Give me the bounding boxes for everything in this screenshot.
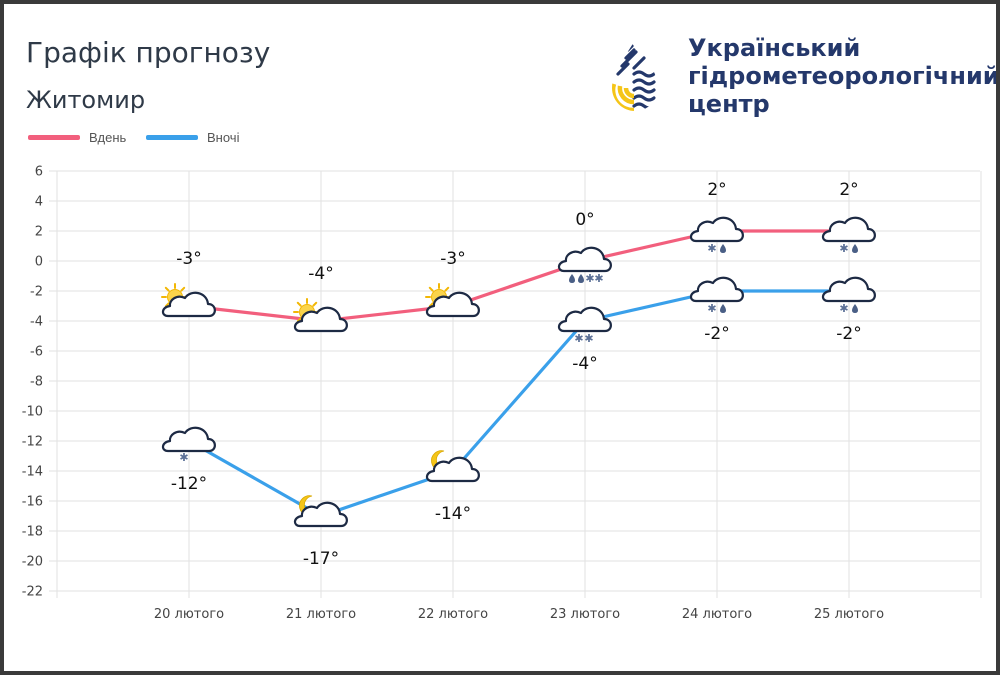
svg-text:✱: ✱ xyxy=(585,272,594,285)
y-tick-label: -22 xyxy=(22,585,43,600)
cloud-snow-rain-icon: ✱ xyxy=(689,276,744,315)
y-tick-label: 0 xyxy=(35,255,43,270)
sun-cloud-icon xyxy=(425,283,480,318)
y-tick-label: -10 xyxy=(22,405,43,420)
y-tick-label: 6 xyxy=(35,165,43,180)
temperature-label-day: 0° xyxy=(575,210,594,230)
x-tick-label: 22 лютого xyxy=(418,607,488,622)
y-tick-label: -8 xyxy=(30,375,43,390)
x-tick-label: 24 лютого xyxy=(682,607,752,622)
svg-text:✱: ✱ xyxy=(594,272,603,285)
forecast-panel: Графік прогнозу Житомир Вдень Вночі xyxy=(4,4,996,671)
legend-swatch-night xyxy=(146,135,198,140)
svg-text:✱: ✱ xyxy=(839,242,848,255)
temperature-label-day: 2° xyxy=(839,180,858,200)
cloud-snow-rain-icon: ✱ xyxy=(689,216,744,255)
sun-cloud-icon xyxy=(293,298,348,333)
temperature-label-night: -17° xyxy=(303,549,339,569)
temperature-label-day: -3° xyxy=(440,249,465,269)
organization-name-line-3: центр xyxy=(688,90,770,118)
cloud-snow-icon: ✱ xyxy=(161,426,216,464)
legend-item-day[interactable]: Вдень xyxy=(28,130,126,145)
svg-text:✱: ✱ xyxy=(707,302,716,315)
y-tick-label: 2 xyxy=(35,225,43,240)
moon-cloud-icon xyxy=(293,495,348,528)
x-tick-label: 25 лютого xyxy=(814,607,884,622)
series-line-night xyxy=(187,289,851,518)
legend-label-day: Вдень xyxy=(89,130,127,145)
temperature-label-night: -4° xyxy=(572,354,597,374)
moon-cloud-icon xyxy=(425,450,480,483)
y-tick-label: -12 xyxy=(22,435,43,450)
temperature-label-day: -3° xyxy=(176,249,201,269)
y-tick-label: -18 xyxy=(22,525,43,540)
temperature-label-night: -2° xyxy=(704,324,729,344)
temperature-label-night: -12° xyxy=(171,474,207,494)
svg-text:✱: ✱ xyxy=(839,302,848,315)
svg-text:✱: ✱ xyxy=(574,332,583,345)
x-tick-label: 21 лютого xyxy=(286,607,356,622)
organization-name-line-1: Український xyxy=(688,34,861,62)
temperature-label-day: -4° xyxy=(308,264,333,284)
sun-cloud-icon xyxy=(161,283,216,318)
cloud-snow-rain-icon: ✱ xyxy=(821,276,876,315)
temperature-label-day: 2° xyxy=(707,180,726,200)
city-name: Житомир xyxy=(26,86,146,114)
legend-swatch-day xyxy=(28,135,80,140)
forecast-chart: 6 4 2 0 -2 -4 -6 -8 -10 -12 -14 -16 -18 -20 -22 20 люто… xyxy=(22,165,982,622)
svg-text:✱: ✱ xyxy=(584,332,593,345)
series-line-day xyxy=(187,229,851,323)
x-tick-label: 20 лютого xyxy=(154,607,224,622)
cloud-snow-icon: ✱ ✱ xyxy=(557,306,612,345)
y-tick-label: -20 xyxy=(22,555,43,570)
organization-name-line-2: гідрометеорологічний xyxy=(688,62,996,90)
svg-text:✱: ✱ xyxy=(179,451,188,464)
y-tick-label: -4 xyxy=(30,315,43,330)
page-title: Графік прогнозу xyxy=(26,36,271,69)
organization-name: Український гідрометеорологічний центр xyxy=(688,34,996,118)
hydromet-center-logo-icon xyxy=(612,40,658,111)
legend-label-night: Вночі xyxy=(207,130,240,145)
svg-text:✱: ✱ xyxy=(707,242,716,255)
temperature-label-night: -2° xyxy=(836,324,861,344)
temperature-label-night: -14° xyxy=(435,504,471,524)
y-tick-label: -6 xyxy=(30,345,43,360)
y-tick-label: -2 xyxy=(30,285,43,300)
y-tick-label: 4 xyxy=(35,195,43,210)
y-tick-label: -14 xyxy=(22,465,43,480)
cloud-snow-rain-icon: ✱ xyxy=(821,216,876,255)
legend-item-night[interactable]: Вночі xyxy=(146,130,239,145)
x-tick-label: 23 лютого xyxy=(550,607,620,622)
cloud-rain-snow-icon: ✱ ✱ xyxy=(557,246,612,285)
y-tick-label: -16 xyxy=(22,495,43,510)
